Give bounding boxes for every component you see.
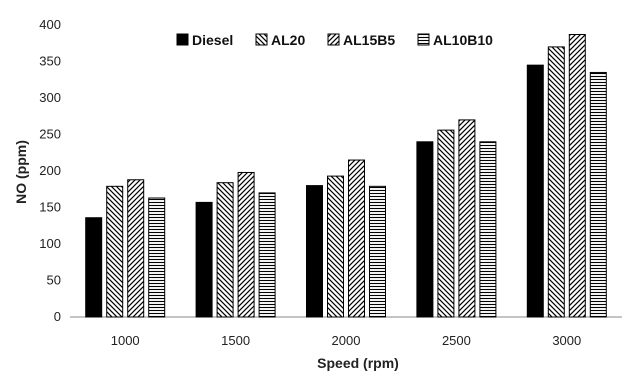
y-tick-label: 300 [39,90,61,105]
bar-al20-1500 [216,182,234,318]
x-tick-label: 1500 [221,333,250,348]
y-axis-title: NO (ppm) [13,140,29,204]
x-tick-label: 2000 [332,333,361,348]
legend-label-al15b5: AL15B5 [343,32,395,48]
bar-diesel-3000 [526,64,544,318]
y-tick-label: 200 [39,163,61,178]
x-axis-title: Speed (rpm) [317,355,399,371]
y-tick-label: 250 [39,127,61,142]
bar-diesel-2500 [416,141,434,318]
y-tick-label: 400 [39,17,61,32]
bar-al15b5-1000 [127,179,145,318]
bar-al15b5-3000 [568,33,586,318]
bar-al20-2500 [437,129,455,318]
y-tick-label: 150 [39,200,61,215]
legend: Diesel AL20 AL15B5 AL10B10 [176,32,493,48]
x-tick-label: 2500 [442,333,471,348]
bar-al10b10-1500 [258,192,276,318]
bar-al10b10-2000 [369,185,386,318]
y-tick-label: 350 [39,54,61,69]
y-tick-label: 100 [39,236,61,251]
legend-swatch-diesel [176,33,189,46]
bar-al15b5-2500 [458,119,476,318]
legend-label-diesel: Diesel [192,32,233,48]
legend-swatch-al20 [255,33,268,46]
y-tick-label: 50 [47,273,61,288]
legend-label-al10b10: AL10B10 [433,32,493,48]
bar-al10b10-1000 [148,197,166,318]
plot-area [70,33,622,318]
x-axis: 1000 1500 2000 2500 3000 [111,333,582,348]
bar-diesel-2000 [306,185,323,318]
bar-al15b5-1500 [237,171,255,318]
legend-swatch-al10b10 [417,33,430,46]
bar-al20-3000 [547,46,565,318]
bar-al20-1000 [106,185,124,318]
legend-swatch-al15b5 [327,33,340,46]
bar-al10b10-2500 [479,141,497,318]
bar-diesel-1500 [195,201,213,318]
y-axis: 0 50 100 150 200 250 300 350 400 [39,17,61,324]
legend-label-al20: AL20 [271,32,305,48]
x-tick-label: 3000 [552,333,581,348]
bar-al15b5-2000 [348,159,365,318]
y-tick-label: 0 [54,309,61,324]
bar-al10b10-3000 [589,71,607,318]
bar-al20-2000 [327,175,344,318]
bar-diesel-1000 [85,217,103,318]
x-tick-label: 1000 [111,333,140,348]
